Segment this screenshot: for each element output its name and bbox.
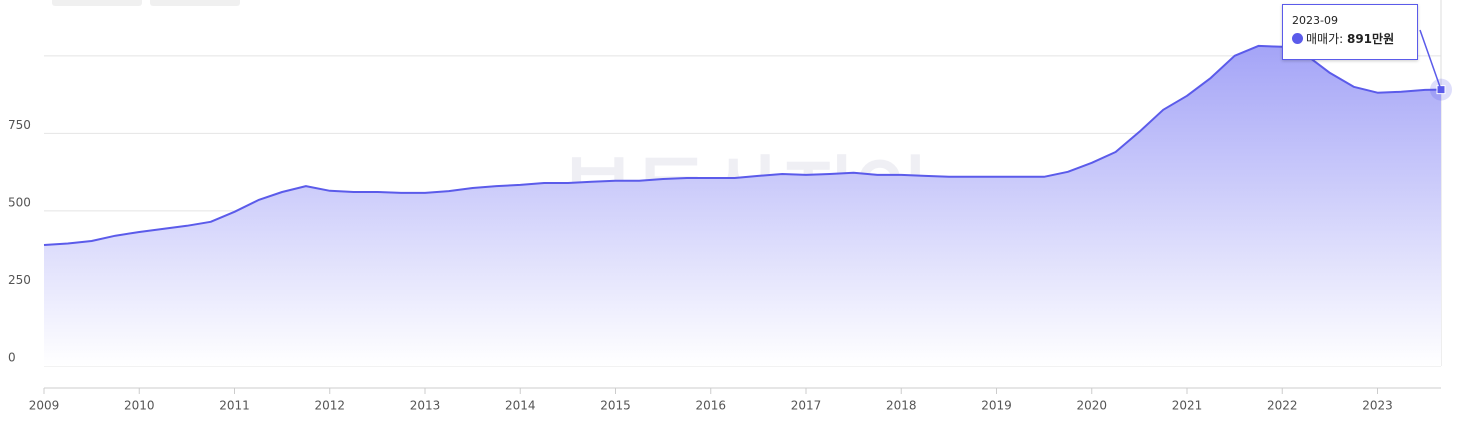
y-tick-label: 750 bbox=[8, 118, 31, 132]
x-tick-label: 2019 bbox=[981, 399, 1012, 413]
x-tick-label: 2018 bbox=[886, 399, 917, 413]
tooltip-sep: : bbox=[1339, 32, 1347, 46]
x-tick-label: 2021 bbox=[1172, 399, 1203, 413]
tooltip-pointer bbox=[1419, 29, 1442, 90]
tooltip-series: 매매가 bbox=[1306, 32, 1340, 46]
line bbox=[43, 44, 1442, 246]
x-tick-label: 2013 bbox=[410, 399, 441, 413]
tab-button[interactable] bbox=[52, 0, 142, 6]
tooltip-date: 2023-09 bbox=[1292, 14, 1338, 27]
x-tick-label: 2011 bbox=[219, 399, 250, 413]
tooltip-dot bbox=[1292, 33, 1303, 44]
x-tick-label: 2020 bbox=[1076, 399, 1107, 413]
y-tick-label: 0 bbox=[8, 351, 16, 365]
y-tick-label: 500 bbox=[8, 195, 31, 209]
x-tick-label: 2012 bbox=[314, 399, 345, 413]
x-tick-label: 2015 bbox=[600, 399, 631, 413]
x-tick-label: 2022 bbox=[1267, 399, 1298, 413]
x-tick-label: 2009 bbox=[29, 399, 60, 413]
x-tick-label: 2014 bbox=[505, 399, 536, 413]
tooltip-value: 891만원 bbox=[1346, 32, 1395, 46]
x-tick-label: 2016 bbox=[695, 399, 726, 413]
tab-button[interactable] bbox=[150, 0, 240, 6]
x-tick-label: 2023 bbox=[1362, 399, 1393, 413]
area bbox=[44, 45, 1441, 367]
x-tick-label: 2017 bbox=[791, 399, 822, 413]
tooltip: 2023-09 매매가: 891만원 bbox=[1282, 4, 1418, 60]
y-tick-label: 250 bbox=[8, 273, 31, 287]
x-tick-label: 2010 bbox=[124, 399, 155, 413]
